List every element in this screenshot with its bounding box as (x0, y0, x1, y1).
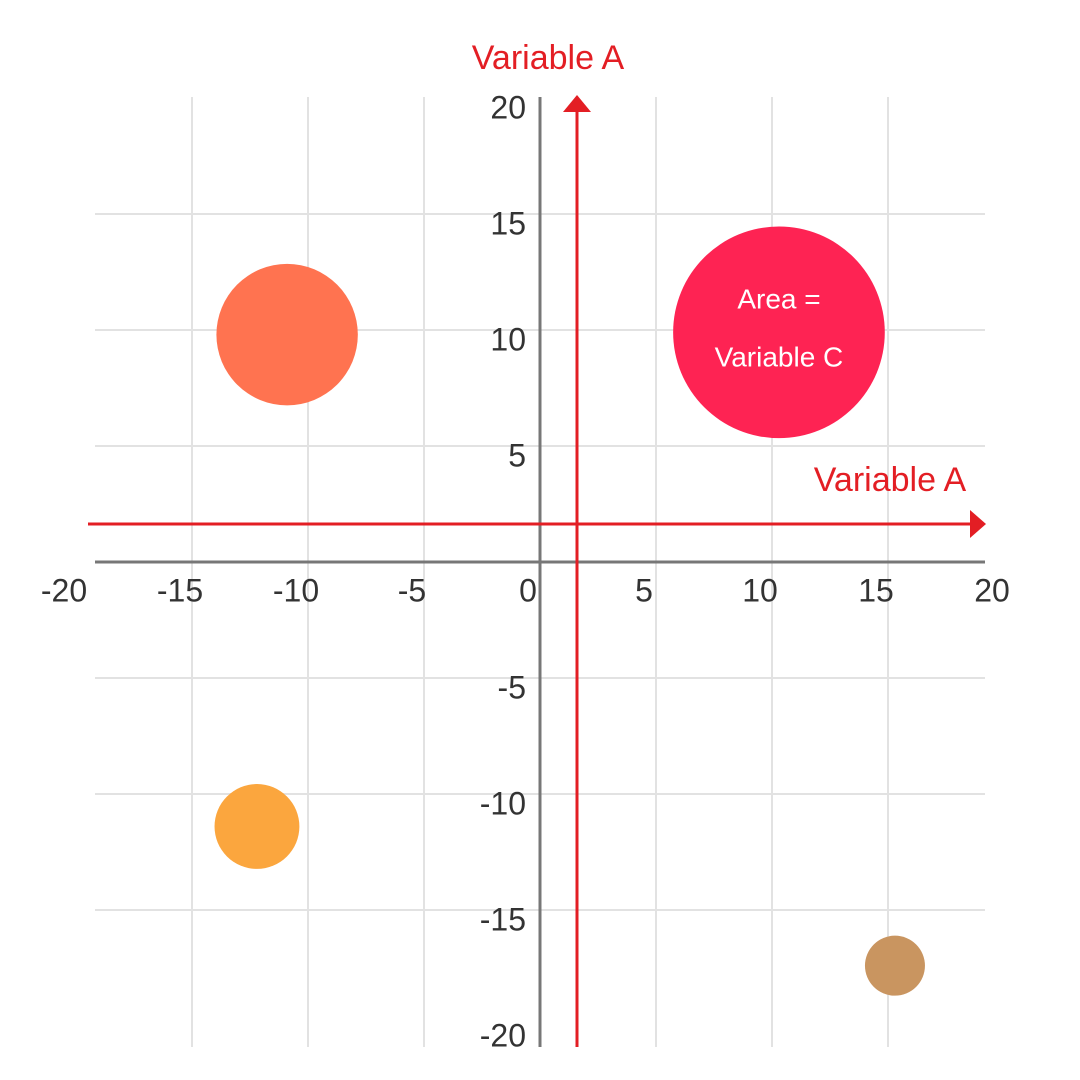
y-tick-label: 20 (490, 89, 526, 125)
y-tick-label: -10 (480, 785, 526, 821)
y-tick-label: -5 (498, 669, 526, 705)
bubble (673, 226, 885, 439)
bubble-annotation: Area = (737, 284, 820, 315)
bubble (216, 263, 358, 406)
x-tick-label: 5 (635, 572, 653, 608)
x-tick-label: -10 (273, 572, 319, 608)
y-tick-label: 15 (490, 205, 526, 241)
bubble (214, 784, 300, 869)
x-tick-label: -5 (398, 572, 426, 608)
x-tick-label: 20 (974, 572, 1010, 608)
bubbles (214, 226, 925, 996)
y-axis-title: Variable A (472, 39, 625, 77)
x-tick-label: -20 (41, 572, 87, 608)
bubble (864, 935, 925, 996)
y-tick-label: -20 (480, 1017, 526, 1053)
x-tick-label: 0 (519, 572, 537, 608)
red-x-arrow (970, 510, 986, 538)
x-tick-label: 10 (742, 572, 778, 608)
red-y-arrow (563, 95, 591, 112)
x-tick-label: -15 (157, 572, 203, 608)
y-tick-label: -15 (480, 901, 526, 937)
y-tick-label: 10 (490, 321, 526, 357)
x-axis-title: Variable A (814, 461, 967, 499)
bubble-annotation: Variable C (715, 342, 844, 373)
x-tick-label: 15 (858, 572, 894, 608)
y-tick-label: 5 (508, 437, 526, 473)
